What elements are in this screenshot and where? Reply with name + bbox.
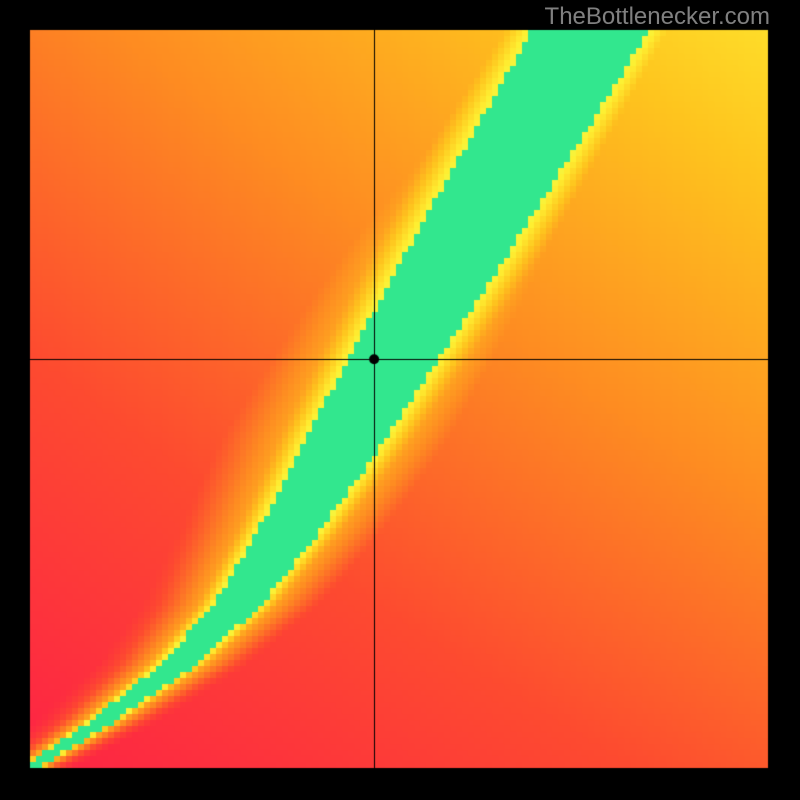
watermark-text: TheBottlenecker.com	[545, 3, 770, 31]
chart-container: { "canvas": { "width": 800, "height": 80…	[0, 0, 800, 800]
heatmap-canvas	[0, 0, 800, 800]
